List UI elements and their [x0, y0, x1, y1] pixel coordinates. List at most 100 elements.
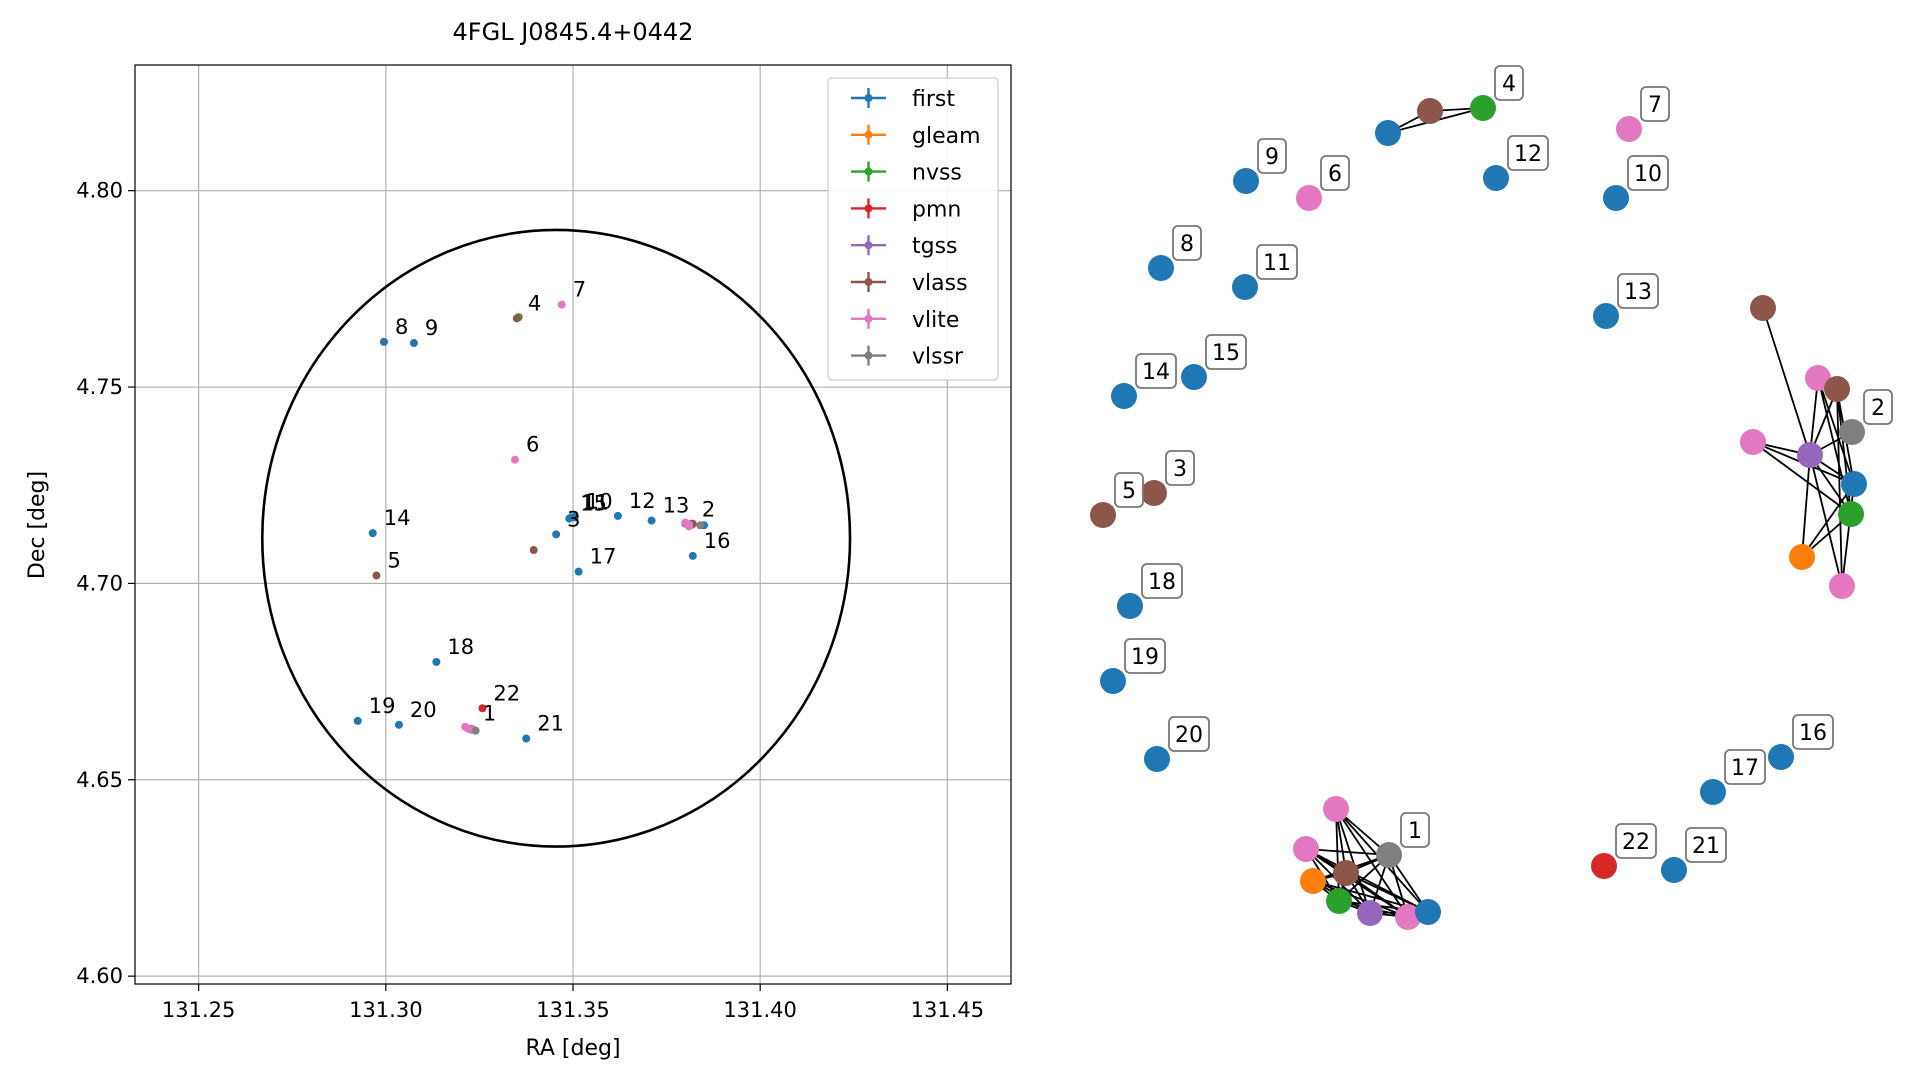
- legend-label-nvss: nvss: [912, 161, 962, 186]
- point-label: 2: [702, 498, 715, 522]
- network-node: [1326, 888, 1352, 914]
- legend-label-vlass: vlass: [912, 271, 968, 296]
- point-vlite: [557, 300, 566, 309]
- point-first: [688, 551, 697, 560]
- network-node: [1470, 95, 1496, 121]
- network-node: [1333, 860, 1359, 886]
- network-node: [1768, 744, 1794, 770]
- node-label-box: [1114, 472, 1144, 508]
- node-label: 15: [1212, 341, 1240, 366]
- network-node: [1357, 900, 1383, 926]
- node-label: 12: [1514, 142, 1542, 167]
- node-label: 18: [1148, 570, 1176, 595]
- network-edge: [1335, 808, 1340, 902]
- network-edge: [1801, 483, 1855, 558]
- point-first: [432, 657, 441, 666]
- node-label-box: [1165, 450, 1195, 486]
- point-label: 19: [369, 694, 396, 718]
- node-label: 16: [1799, 721, 1827, 746]
- network-node: [1616, 116, 1642, 142]
- point-first: [552, 530, 561, 539]
- point-label: 18: [447, 635, 474, 659]
- node-label: 6: [1328, 162, 1342, 187]
- y-tick-label: 4.60: [76, 964, 123, 988]
- legend-label-first: first: [912, 87, 955, 112]
- point-label: 7: [573, 278, 586, 302]
- legend-dot-vlass: [864, 278, 873, 286]
- network-node: [1117, 593, 1143, 619]
- node-label: 13: [1624, 280, 1652, 305]
- point-vlite: [510, 455, 519, 464]
- network-node: [1417, 98, 1443, 124]
- node-label: 4: [1502, 72, 1516, 97]
- x-tick-label: 131.30: [349, 998, 422, 1022]
- y-tick-label: 4.70: [76, 571, 123, 595]
- points-layer: [353, 300, 709, 743]
- network-node: [1300, 868, 1326, 894]
- point-label: 3: [567, 507, 580, 531]
- point-label: 21: [537, 712, 564, 736]
- node-label: 10: [1634, 162, 1662, 187]
- network-node: [1232, 274, 1258, 300]
- node-label: 20: [1175, 723, 1203, 748]
- node-label: 2: [1871, 396, 1885, 421]
- network-edge: [1305, 848, 1390, 856]
- network-node: [1740, 429, 1766, 455]
- x-tick-label: 131.45: [911, 998, 984, 1022]
- legend-dot-pmn: [864, 204, 873, 213]
- legend: first gleam nvss pmn tgss vlass vlite vlssr: [827, 77, 999, 381]
- point-label: 6: [526, 433, 539, 457]
- point-label: 14: [384, 506, 411, 530]
- legend-label-vlite: vlite: [912, 308, 959, 333]
- point-label: 17: [590, 545, 617, 569]
- point-vlite: [685, 520, 694, 529]
- node-label-box: [1256, 244, 1298, 280]
- point-vlass: [529, 546, 538, 555]
- error-circle: [260, 228, 852, 848]
- network-node: [1700, 779, 1726, 805]
- node-label-box: [1400, 812, 1430, 848]
- node-label: 1: [1408, 819, 1422, 844]
- network-edge: [1345, 872, 1429, 913]
- point-vlssr: [696, 521, 705, 530]
- node-label-box: [1494, 65, 1524, 101]
- point-label: 16: [704, 529, 731, 553]
- network-node: [1415, 899, 1441, 925]
- point-first: [394, 720, 403, 729]
- network-edge: [1312, 880, 1409, 918]
- chart-title: 4FGL J0845.4+0442: [453, 18, 694, 46]
- y-tick-label: 4.65: [76, 768, 123, 792]
- network-node: [1323, 796, 1349, 822]
- point-label: 15: [580, 492, 607, 516]
- network-node: [1090, 502, 1116, 528]
- network-node: [1789, 544, 1815, 570]
- node-label: 5: [1122, 479, 1136, 504]
- point-label: 10: [586, 490, 613, 514]
- point-label: 9: [425, 316, 438, 340]
- node-label: 8: [1180, 232, 1194, 257]
- network-node: [1824, 376, 1850, 402]
- legend-dot-vlssr: [864, 351, 873, 360]
- network-node: [1591, 853, 1617, 879]
- network-node: [1293, 836, 1319, 862]
- network-node: [1603, 185, 1629, 211]
- network-node: [1838, 501, 1864, 527]
- node-label-box: [1507, 135, 1549, 171]
- point-first: [574, 567, 583, 576]
- node-label-box: [1617, 273, 1659, 309]
- point-label: 12: [629, 489, 656, 513]
- point-label: 5: [387, 549, 400, 573]
- network-node: [1395, 904, 1421, 930]
- legend-label-gleam: gleam: [912, 124, 981, 149]
- node-label-box: [1640, 86, 1670, 122]
- network-node: [1233, 168, 1259, 194]
- x-tick-label: 131.35: [536, 998, 609, 1022]
- network-node: [1829, 573, 1855, 599]
- network-node: [1141, 480, 1167, 506]
- y-axis-label: Dec [deg]: [25, 471, 50, 579]
- node-label-box: [1172, 225, 1202, 261]
- node-label-box: [1863, 389, 1893, 425]
- y-tick-label: 4.80: [76, 179, 123, 203]
